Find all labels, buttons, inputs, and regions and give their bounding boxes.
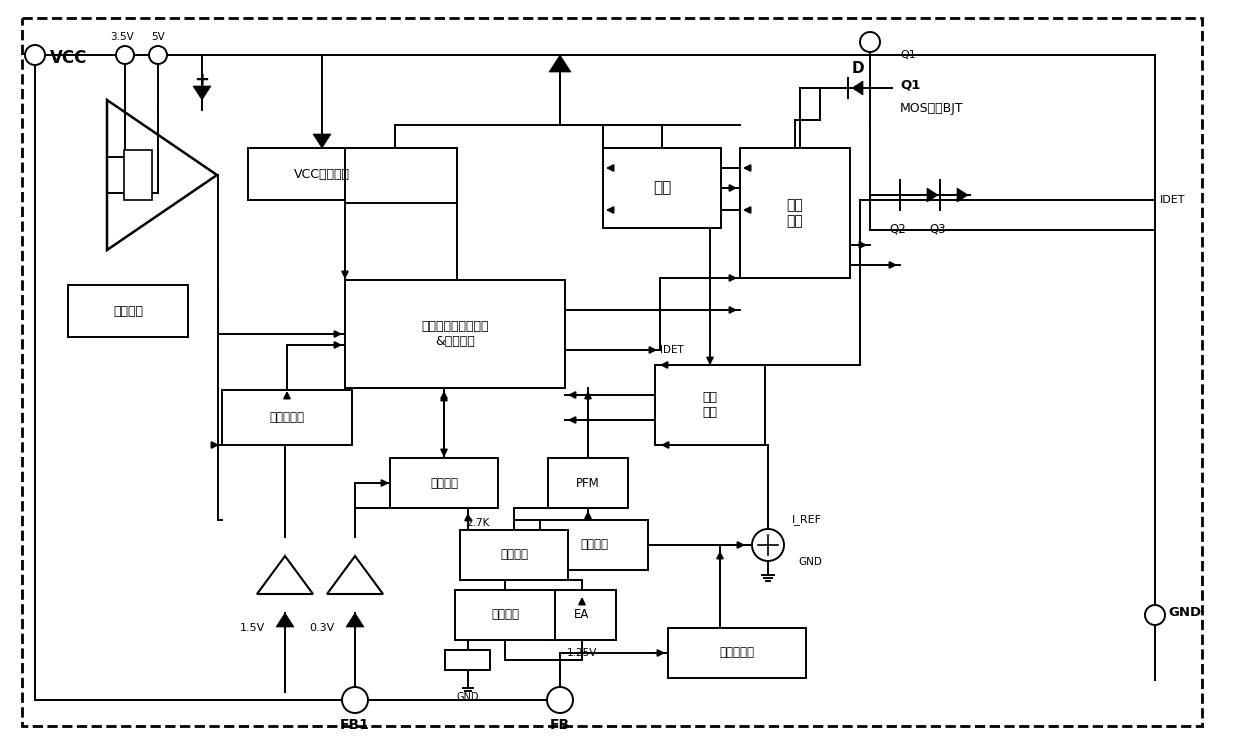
Text: 退磁检测: 退磁检测 — [500, 548, 528, 562]
Text: 0.3V: 0.3V — [310, 623, 335, 633]
Circle shape — [1145, 605, 1166, 625]
Text: Q2: Q2 — [889, 222, 906, 235]
Text: 恒流模式: 恒流模式 — [430, 476, 458, 490]
Polygon shape — [957, 188, 968, 202]
Text: D: D — [852, 60, 864, 75]
Text: I_REF: I_REF — [792, 515, 822, 525]
Bar — [124, 150, 153, 200]
Text: IDET: IDET — [660, 345, 683, 355]
Text: 2.7K: 2.7K — [466, 518, 490, 528]
Text: IDET: IDET — [1159, 195, 1185, 205]
Bar — [460, 530, 568, 580]
Bar — [248, 148, 396, 200]
Bar — [539, 520, 649, 570]
Text: VCC: VCC — [50, 49, 87, 67]
Text: GND: GND — [799, 557, 822, 567]
Bar — [668, 628, 806, 678]
Bar — [345, 280, 565, 388]
Circle shape — [149, 46, 167, 64]
Text: 控制
驱动: 控制 驱动 — [786, 198, 804, 228]
Bar — [68, 285, 188, 337]
Text: R6: R6 — [460, 655, 475, 665]
Polygon shape — [549, 55, 570, 72]
Text: MOS或者BJT: MOS或者BJT — [900, 101, 963, 115]
Bar — [655, 365, 765, 445]
Circle shape — [342, 687, 368, 713]
Circle shape — [25, 45, 45, 65]
Bar — [455, 590, 556, 640]
Text: 上电保护: 上电保护 — [113, 304, 143, 318]
Text: EA: EA — [574, 609, 590, 621]
Bar — [548, 458, 627, 508]
Text: 恒流恒压恒功率控制
&逻辑控制: 恒流恒压恒功率控制 &逻辑控制 — [422, 320, 489, 348]
Text: GND: GND — [456, 692, 479, 702]
Bar — [391, 458, 498, 508]
Text: 1.5V: 1.5V — [239, 623, 265, 633]
Circle shape — [547, 687, 573, 713]
Bar — [222, 390, 352, 445]
Text: Q1: Q1 — [900, 79, 920, 92]
Text: 3.5V: 3.5V — [110, 32, 134, 42]
Bar — [445, 650, 491, 670]
Text: VCC过压保护: VCC过压保护 — [294, 167, 350, 181]
Circle shape — [117, 46, 134, 64]
Bar — [345, 148, 458, 203]
Text: FB: FB — [549, 718, 570, 732]
Text: 1.25V: 1.25V — [567, 648, 598, 658]
Text: Q1: Q1 — [900, 50, 916, 60]
Text: 5V: 5V — [151, 32, 165, 42]
Polygon shape — [277, 613, 294, 627]
Polygon shape — [193, 86, 211, 100]
Text: Q3: Q3 — [930, 222, 946, 235]
Bar — [740, 148, 849, 278]
Polygon shape — [346, 613, 365, 627]
Text: 电流
控制: 电流 控制 — [703, 391, 718, 419]
Text: 恒压模式: 恒压模式 — [580, 539, 608, 551]
Bar — [603, 148, 720, 228]
Bar — [548, 590, 616, 640]
Text: FB1: FB1 — [340, 718, 370, 732]
Polygon shape — [312, 134, 331, 148]
Circle shape — [861, 32, 880, 52]
Text: GND: GND — [1168, 606, 1202, 618]
Text: 开路保护: 开路保护 — [491, 609, 520, 621]
Polygon shape — [852, 81, 863, 95]
Text: PFM: PFM — [577, 476, 600, 490]
Text: 输出线补偿: 输出线补偿 — [719, 647, 754, 659]
Circle shape — [751, 529, 784, 561]
Polygon shape — [928, 188, 937, 202]
Text: +: + — [195, 71, 210, 89]
Text: 供电: 供电 — [653, 181, 671, 196]
Text: 恒功率反馈: 恒功率反馈 — [269, 411, 305, 424]
